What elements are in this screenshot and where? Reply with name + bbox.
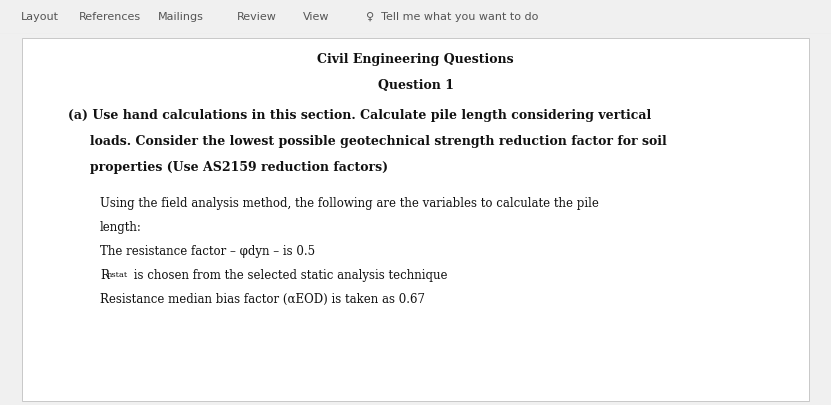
Text: Mailings: Mailings (158, 13, 204, 22)
Text: length:: length: (100, 220, 142, 233)
Text: ♀  Tell me what you want to do: ♀ Tell me what you want to do (366, 13, 538, 22)
Text: Using the field analysis method, the following are the variables to calculate th: Using the field analysis method, the fol… (100, 196, 599, 209)
FancyBboxPatch shape (22, 39, 809, 401)
Text: properties (Use AS2159 reduction factors): properties (Use AS2159 reduction factors… (68, 160, 388, 173)
Text: References: References (79, 13, 141, 22)
Text: is chosen from the selected static analysis technique: is chosen from the selected static analy… (130, 268, 448, 281)
Text: Question 1: Question 1 (377, 79, 454, 92)
Text: Review: Review (237, 13, 277, 22)
Text: R: R (100, 268, 109, 281)
Text: Layout: Layout (21, 13, 59, 22)
Text: View: View (303, 13, 330, 22)
Text: Civil Engineering Questions: Civil Engineering Questions (317, 53, 514, 66)
Text: Resistance median bias factor (αEOD) is taken as 0.67: Resistance median bias factor (αEOD) is … (100, 292, 425, 305)
Text: nstat: nstat (106, 271, 128, 279)
Text: loads. Consider the lowest possible geotechnical strength reduction factor for s: loads. Consider the lowest possible geot… (68, 134, 666, 147)
Text: The resistance factor – φdyn – is 0.5: The resistance factor – φdyn – is 0.5 (100, 244, 315, 257)
Text: (a) Use hand calculations in this section. Calculate pile length considering ver: (a) Use hand calculations in this sectio… (68, 109, 652, 122)
